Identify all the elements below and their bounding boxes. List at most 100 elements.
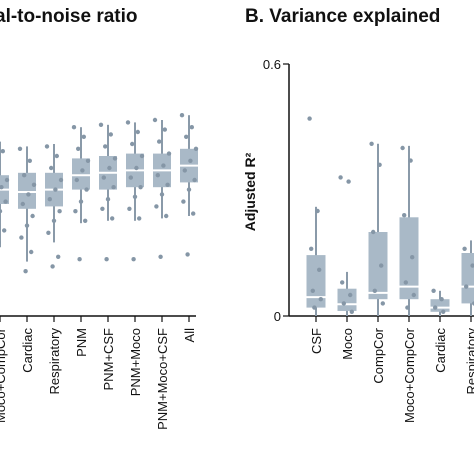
panel-b-point-3-1 [408,158,413,163]
panel-a-point-5-5 [128,175,133,180]
panel-b-x-tick-label-3: Moco+CompCor [402,327,417,423]
panel-a-point-0-3 [4,177,10,183]
panel-a-point-7-5 [182,168,187,173]
panel-a-point-5-4 [134,165,139,171]
panel-a-point-4-5 [101,175,107,180]
panel-b-point-1-1 [346,179,351,184]
panel-b-point-0-2 [309,246,314,251]
panel-a-point-0-7 [0,209,3,214]
panel-a-x-tick-label-1: Cardiac [20,328,35,373]
panel-a-point-5-0 [125,120,131,125]
panel-a-point-1-9 [29,249,34,255]
panel-a-point-3-10 [77,257,82,262]
panel-a-plot: Moco+CompCor Cardiac Respiratory PNM PNM+CSF… [0,113,199,430]
panel-b-box-2 [368,232,388,300]
panel-a-point-6-5 [155,173,160,178]
panel-b-point-4-0 [431,288,436,293]
panel-a-point-2-9 [56,254,61,259]
panel-a-point-3-5 [74,177,80,183]
panel-a-point-1-2 [22,173,27,178]
panel-a-point-1-8 [19,235,24,240]
panel-a-point-0-4 [0,185,4,190]
panel-b-point-0-6 [312,305,317,310]
panel-b-point-1-3 [348,292,353,298]
panel-a-point-3-6 [84,187,89,192]
panel-b-point-3-0 [400,145,405,151]
panel-a-point-7-4 [188,158,193,163]
panel-b-point-4-3 [441,309,446,314]
panel-a-x-tick-label-3: PNM [74,328,89,357]
panel-a-point-6-2 [157,139,162,144]
panel-a-x-tick-label-0: Moco+CompCor [0,327,8,423]
panel-a-point-4-4 [107,165,112,171]
panel-a-point-4-1 [108,132,114,137]
panel-a-point-4-0 [98,122,104,128]
panel-b-point-1-0 [338,175,343,180]
panel-a-point-4-3 [112,156,118,161]
panel-a-point-3-8 [73,209,78,214]
panel-a-point-0-9 [1,228,7,233]
panel-a-point-5-9 [137,216,142,221]
panel-a-x-tick-label-2: Respiratory [47,328,62,395]
panel-a-point-6-8 [154,204,159,209]
panel-b-point-3-5 [411,292,416,298]
panel-a-point-1-6 [30,213,35,219]
panel-a-point-1-3 [31,182,37,187]
panel-a-point-1-10 [23,269,28,274]
panel-b-point-0-5 [318,297,323,302]
panel-a-point-0-10 [0,240,1,245]
panel-a-point-7-2 [184,134,189,139]
panel-b-box-4 [430,299,450,312]
panel-a-point-3-2 [76,146,81,151]
panel-a-point-5-10 [131,257,136,262]
panel-b-point-2-3 [379,263,384,268]
panel-a-point-7-3 [193,146,199,151]
panel-b-x-tick-label-5: Respiratory [464,328,474,395]
panel-b-point-3-2 [402,213,407,218]
panel-b-x-tick-label-1: Moco [340,328,355,360]
panel-a-point-6-10 [158,254,163,259]
panel-a-point-6-4 [161,163,166,168]
panel-a-point-1-1 [27,158,32,163]
panel-b-point-3-3 [410,255,415,260]
panel-b-y-axis-label: Adjusted R² [242,152,258,231]
panel-a-point-5-2 [130,141,135,147]
panel-b-point-0-0 [307,116,312,121]
panel-a-point-7-0 [179,113,185,118]
panel-b-point-2-1 [377,162,382,167]
panel-a-box-1 [18,172,36,209]
panel-b-point-4-2 [433,305,438,310]
panel-a-point-5-7 [132,194,138,199]
panel-a-point-3-3 [85,158,91,163]
panel-a-point-3-1 [81,134,87,139]
panel-b-box-1 [337,288,357,311]
panel-a-point-2-6 [57,209,62,214]
panel-b-title: B. Variance explained [245,6,440,27]
panel-b-box-0 [306,255,326,308]
panel-a-point-2-7 [51,218,57,223]
panel-a-point-6-9 [164,213,169,219]
panel-b-point-5-1 [470,263,474,268]
panel-a-point-3-9 [83,218,88,223]
panel-a-point-3-0 [71,125,77,130]
panel-a-point-7-7 [186,187,192,192]
panel-b-y-tick-label-1: 0.6 [263,57,281,72]
panel-a-point-3-7 [78,199,84,204]
panel-a-point-3-4 [80,168,85,173]
panel-b-point-2-4 [372,288,377,293]
panel-a-point-7-6 [192,177,197,183]
panel-b-point-2-2 [371,229,376,235]
panel-a-point-7-9 [191,211,196,216]
panel-a-point-1-7 [24,223,30,228]
panel-a-point-4-7 [105,197,111,202]
panel-b-point-2-5 [380,301,385,306]
panel-a-point-2-5 [47,197,52,202]
panel-a-point-6-0 [152,117,158,123]
panel-a-point-0-1 [0,149,5,154]
panel-b-point-1-2 [340,280,345,285]
panel-b-x-tick-label-2: CompCor [371,327,386,383]
panel-a-point-5-8 [127,206,132,211]
panel-a-point-7-10 [185,252,190,257]
panel-a-point-2-8 [46,230,51,235]
